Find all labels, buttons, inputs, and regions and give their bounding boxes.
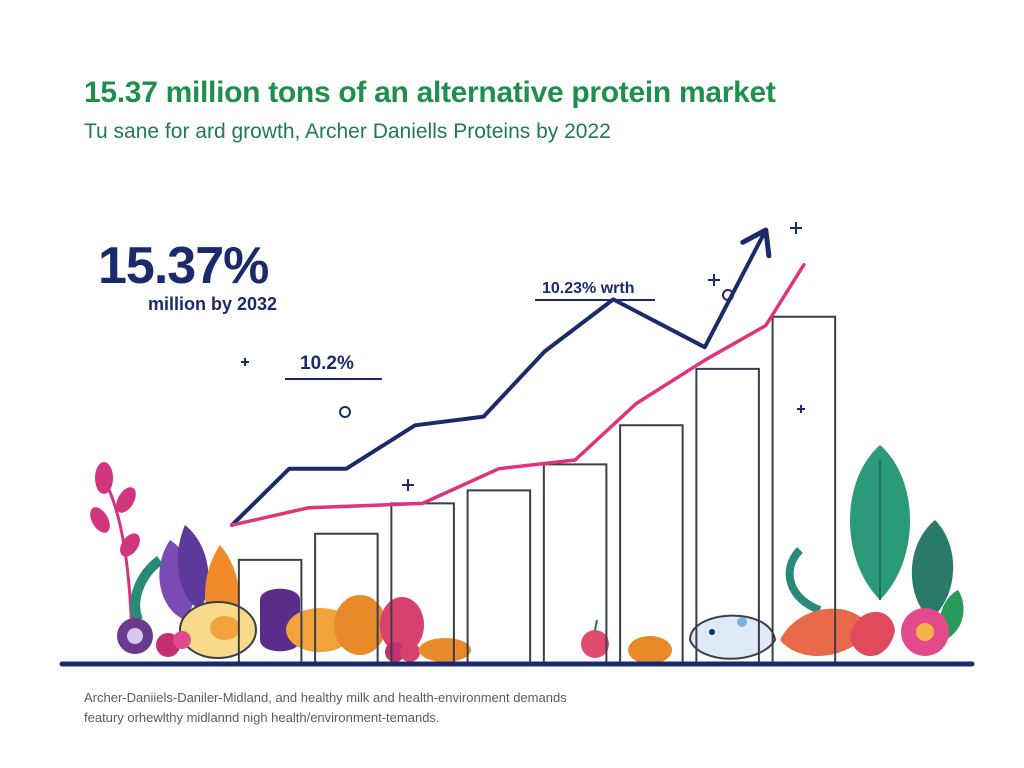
sparkle-icon bbox=[339, 289, 734, 418]
headline-stat-caption: million by 2032 bbox=[148, 294, 278, 314]
trend-line-navy bbox=[230, 228, 768, 528]
page-subtitle: Tu sane for ard growth, Archer Daniells … bbox=[84, 120, 611, 143]
annotation-growth-stat: 10.23% wrth bbox=[542, 280, 635, 297]
headline-stat: 15.37% bbox=[98, 237, 269, 295]
footnote-line: featury orhewlthy midlannd nigh health/e… bbox=[84, 710, 440, 725]
chart-bar bbox=[466, 489, 532, 664]
chart-bar bbox=[695, 367, 760, 664]
chart-bar bbox=[237, 558, 303, 664]
sparkle-icon bbox=[241, 222, 805, 491]
vegetable-cluster-left bbox=[90, 462, 471, 662]
annotation-small-stat: 10.2% bbox=[300, 353, 354, 374]
trend-line-magenta bbox=[230, 262, 806, 527]
footnote-line: Archer-Daniiels-Daniler-Midland, and hea… bbox=[84, 690, 567, 705]
arrow-head-icon bbox=[740, 227, 772, 259]
chart-bar bbox=[314, 532, 379, 664]
line-series bbox=[230, 227, 806, 528]
bar-series bbox=[237, 315, 837, 664]
page-title: 15.37 million tons of an alternative pro… bbox=[84, 76, 776, 109]
chart-bar bbox=[542, 463, 608, 664]
vegetable-cluster-right bbox=[581, 445, 964, 664]
chart-bar bbox=[619, 424, 684, 664]
chart-bar bbox=[771, 315, 837, 664]
